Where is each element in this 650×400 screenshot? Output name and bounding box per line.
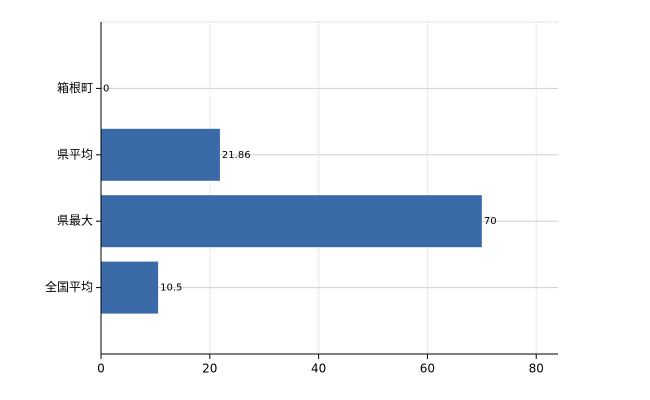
value-label: 21.86 — [222, 150, 251, 161]
y-tick-label: 県平均 — [57, 147, 93, 161]
y-tick-label: 箱根町 — [57, 80, 93, 95]
x-tick-label: 80 — [529, 362, 544, 376]
value-label: 70 — [484, 216, 497, 227]
x-tick-label: 0 — [97, 362, 105, 376]
bar — [101, 261, 159, 314]
x-tick-label: 40 — [311, 362, 326, 376]
x-tick-label: 60 — [420, 362, 435, 376]
bar — [101, 128, 220, 181]
y-tick-label: 全国平均 — [45, 279, 93, 294]
value-label: 10.5 — [160, 283, 182, 294]
y-tick-label: 県最大 — [57, 214, 93, 228]
bar — [101, 195, 482, 248]
x-tick-label: 20 — [202, 362, 217, 376]
value-label: 0 — [103, 83, 109, 94]
